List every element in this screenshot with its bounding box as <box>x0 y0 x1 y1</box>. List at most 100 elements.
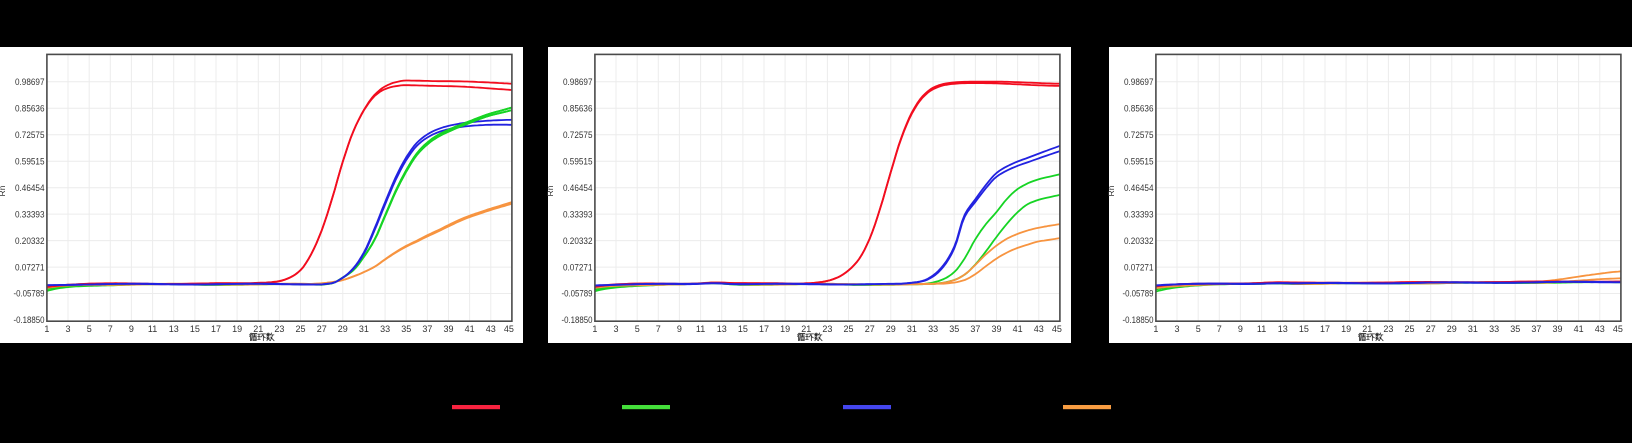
svg-text:37: 37 <box>422 324 432 334</box>
svg-text:15: 15 <box>738 324 748 334</box>
svg-text:Rn: Rn <box>545 185 555 196</box>
svg-text:43: 43 <box>1595 324 1605 334</box>
svg-text:1: 1 <box>1153 324 1158 334</box>
svg-text:0.20332: 0.20332 <box>563 236 593 246</box>
svg-text:31: 31 <box>907 324 917 334</box>
svg-text:-0.05789: -0.05789 <box>14 289 45 299</box>
svg-text:3: 3 <box>65 324 70 334</box>
svg-text:0.98697: 0.98697 <box>563 77 593 87</box>
svg-text:0.72575: 0.72575 <box>15 130 45 140</box>
svg-text:-0.18850: -0.18850 <box>1123 315 1154 325</box>
svg-text:29: 29 <box>1447 324 1457 334</box>
svg-text:7: 7 <box>108 324 113 334</box>
svg-text:15: 15 <box>190 324 200 334</box>
svg-text:21: 21 <box>1362 324 1372 334</box>
svg-text:5: 5 <box>1196 324 1201 334</box>
svg-text:0.85636: 0.85636 <box>563 103 593 113</box>
svg-text:39: 39 <box>443 324 453 334</box>
svg-text:19: 19 <box>232 324 242 334</box>
svg-text:27: 27 <box>1426 324 1436 334</box>
svg-text:35: 35 <box>1510 324 1520 334</box>
svg-text:25: 25 <box>295 324 305 334</box>
svg-text:21: 21 <box>253 324 263 334</box>
svg-text:43: 43 <box>1034 324 1044 334</box>
svg-text:37: 37 <box>1531 324 1541 334</box>
svg-text:33: 33 <box>1489 324 1499 334</box>
svg-text:-0.18850: -0.18850 <box>14 315 45 325</box>
svg-text:0.46454: 0.46454 <box>1124 183 1154 193</box>
svg-text:39: 39 <box>991 324 1001 334</box>
svg-text:29: 29 <box>338 324 348 334</box>
svg-text:27: 27 <box>865 324 875 334</box>
svg-text:0.72575: 0.72575 <box>563 130 593 140</box>
svg-text:0.85636: 0.85636 <box>15 103 45 113</box>
svg-text:13: 13 <box>717 324 727 334</box>
svg-text:3: 3 <box>613 324 618 334</box>
svg-text:45: 45 <box>1052 324 1062 334</box>
svg-text:19: 19 <box>1341 324 1351 334</box>
svg-text:19: 19 <box>780 324 790 334</box>
svg-text:17: 17 <box>759 324 769 334</box>
svg-text:39: 39 <box>1552 324 1562 334</box>
svg-text:0.85636: 0.85636 <box>1124 103 1154 113</box>
svg-text:0.59515: 0.59515 <box>15 156 45 166</box>
svg-text:5: 5 <box>635 324 640 334</box>
svg-text:43: 43 <box>486 324 496 334</box>
svg-text:0.20332: 0.20332 <box>1124 236 1154 246</box>
svg-text:33: 33 <box>380 324 390 334</box>
svg-text:0.07271: 0.07271 <box>563 262 593 272</box>
svg-text:23: 23 <box>822 324 832 334</box>
svg-text:33: 33 <box>928 324 938 334</box>
svg-text:23: 23 <box>274 324 284 334</box>
svg-text:31: 31 <box>1468 324 1478 334</box>
svg-text:Rn: Rn <box>0 185 7 196</box>
svg-text:9: 9 <box>1238 324 1243 334</box>
svg-text:11: 11 <box>148 324 157 334</box>
svg-text:1: 1 <box>44 324 49 334</box>
svg-text:-0.05789: -0.05789 <box>1123 289 1154 299</box>
svg-text:35: 35 <box>949 324 959 334</box>
svg-text:45: 45 <box>1613 324 1623 334</box>
svg-text:15: 15 <box>1299 324 1309 334</box>
svg-text:-0.05789: -0.05789 <box>562 289 593 299</box>
svg-text:0.33393: 0.33393 <box>15 209 45 219</box>
svg-text:0.33393: 0.33393 <box>563 209 593 219</box>
svg-text:0.20332: 0.20332 <box>15 236 45 246</box>
svg-text:41: 41 <box>465 324 475 334</box>
svg-text:25: 25 <box>843 324 853 334</box>
svg-text:41: 41 <box>1574 324 1584 334</box>
svg-text:21: 21 <box>801 324 811 334</box>
svg-text:35: 35 <box>401 324 411 334</box>
svg-text:0.46454: 0.46454 <box>15 183 45 193</box>
svg-text:3: 3 <box>1174 324 1179 334</box>
svg-text:0.07271: 0.07271 <box>15 262 45 272</box>
svg-text:7: 7 <box>1217 324 1222 334</box>
svg-text:7: 7 <box>656 324 661 334</box>
svg-text:11: 11 <box>1257 324 1266 334</box>
svg-text:29: 29 <box>886 324 896 334</box>
svg-text:0.59515: 0.59515 <box>1124 156 1154 166</box>
svg-text:13: 13 <box>1278 324 1288 334</box>
svg-text:45: 45 <box>504 324 514 334</box>
svg-text:23: 23 <box>1383 324 1393 334</box>
svg-text:0.72575: 0.72575 <box>1124 130 1154 140</box>
svg-text:27: 27 <box>317 324 327 334</box>
svg-text:17: 17 <box>211 324 221 334</box>
svg-text:1: 1 <box>592 324 597 334</box>
svg-text:0.46454: 0.46454 <box>563 183 593 193</box>
svg-text:-0.18850: -0.18850 <box>562 315 593 325</box>
svg-text:0.98697: 0.98697 <box>1124 77 1154 87</box>
svg-text:9: 9 <box>677 324 682 334</box>
svg-text:41: 41 <box>1013 324 1023 334</box>
svg-text:0.98697: 0.98697 <box>15 77 45 87</box>
svg-text:0.33393: 0.33393 <box>1124 209 1154 219</box>
svg-text:13: 13 <box>169 324 179 334</box>
svg-text:5: 5 <box>87 324 92 334</box>
svg-text:0.59515: 0.59515 <box>563 156 593 166</box>
svg-text:37: 37 <box>970 324 980 334</box>
svg-text:9: 9 <box>129 324 134 334</box>
svg-text:25: 25 <box>1404 324 1414 334</box>
svg-text:17: 17 <box>1320 324 1330 334</box>
svg-text:31: 31 <box>359 324 369 334</box>
svg-text:Rn: Rn <box>1106 185 1116 196</box>
